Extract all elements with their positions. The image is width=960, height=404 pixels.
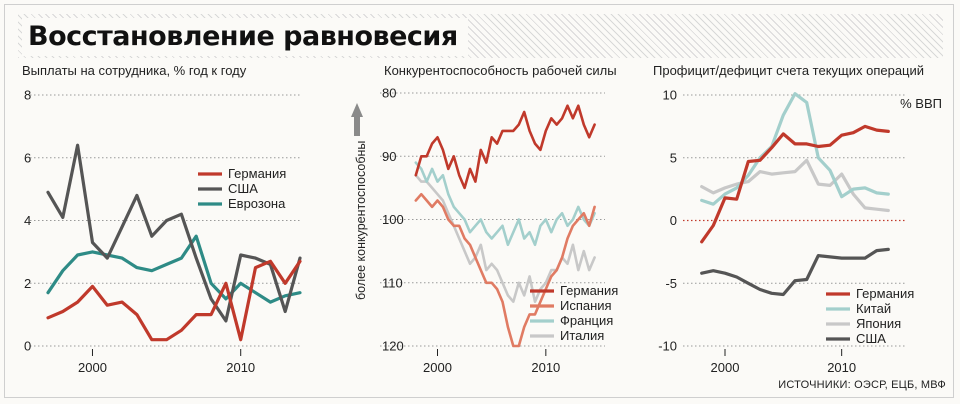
x-tick-label: 2000 [78,360,107,375]
series-line-2 [414,192,596,348]
title-box: Восстановление равновесия [22,18,468,56]
y-tick-label: 90 [382,149,396,164]
chart-1-title: Выплаты на сотрудника, % год к году [22,63,247,78]
legend-label: Германия [856,286,914,301]
x-tick-label: 2000 [423,360,452,375]
y-tick-label: 0 [670,213,677,228]
y-tick-label: 6 [24,150,31,165]
legend-label: Китай [856,301,891,316]
unit-label: % ВВП [900,96,942,111]
y-tick-label: 10 [663,88,677,103]
y-axis-label: более конкурентоспособны [354,141,368,300]
series-line-4 [700,247,890,297]
series-line-1 [46,259,302,342]
legend-label: Германия [228,166,286,181]
x-tick-label: 2010 [226,360,255,375]
x-tick-label: 2010 [827,360,856,375]
y-tick-label: 120 [382,339,404,354]
y-tick-label: 110 [382,275,403,290]
x-tick-label: 2000 [711,360,740,375]
series-line-3 [46,234,302,304]
chart-2-title: Конкурентоспособность рабочей силы [384,63,617,78]
legend-label: Еврозона [228,196,286,211]
y-tick-label: 8 [24,88,31,103]
y-tick-label: 2 [24,276,31,291]
page-title: Восстановление равновесия [28,21,458,52]
chart-frame [4,4,954,398]
legend-label: Германия [560,283,618,298]
legend-label: США [856,331,886,346]
series-line-1 [414,104,596,190]
legend-label: Испания [560,298,612,313]
y-tick-label: 4 [24,213,31,228]
y-tick-label: -10 [658,339,677,354]
chart-3-title: Профицит/дефицит счета текущих операций [653,63,925,78]
series-line-1 [700,124,890,244]
legend-label: Франция [560,313,613,328]
x-tick-label: 2010 [531,360,560,375]
legend-label: Япония [856,316,901,331]
source-note: ИСТОЧНИКИ: ОЭСР, ЕЦБ, МВФ [778,379,946,391]
y-tick-label: 5 [670,150,677,165]
legend-label: Италия [560,328,604,343]
series-line-2 [46,143,302,323]
y-axis-label-group: более конкурентоспособны [354,141,368,300]
series-line-3 [414,161,596,247]
y-tick-label: -5 [665,276,677,291]
series-line-3 [700,158,890,213]
y-tick-label: 100 [382,212,404,227]
y-tick-label: 0 [24,339,31,354]
series-line-2 [700,92,890,206]
y-tick-label: 80 [382,86,396,101]
arrow-shaft [354,116,360,136]
arrow-up-icon [351,103,363,117]
legend-label: США [228,181,258,196]
series-line-4 [414,173,596,304]
